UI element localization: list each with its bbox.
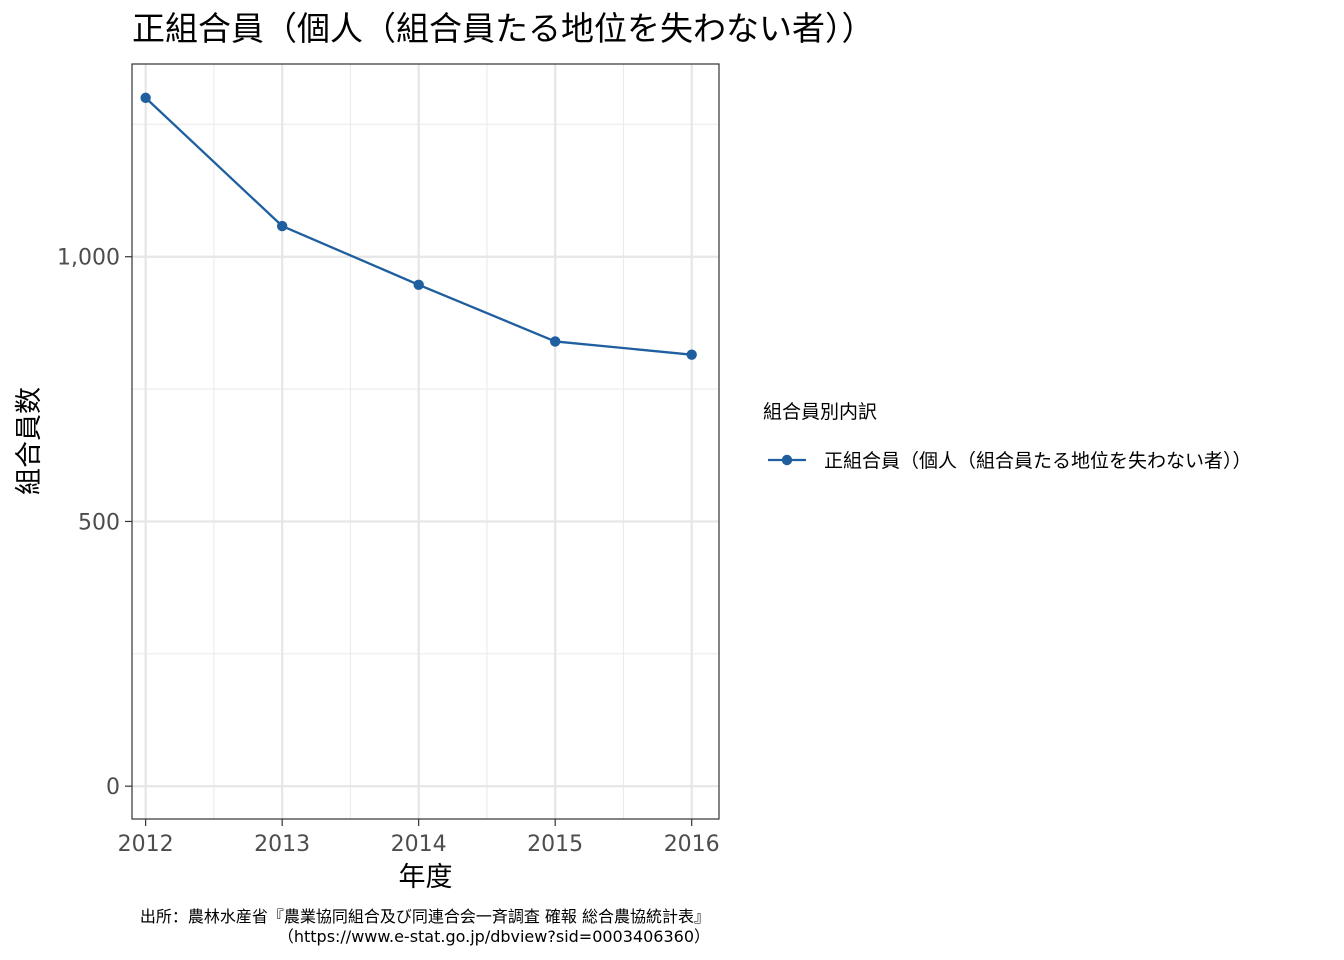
legend-label: 正組合員（個人（組合員たる地位を失わない者）） <box>824 450 1252 472</box>
x-tick-label: 2012 <box>118 832 174 857</box>
legend: 組合員別内訳 正組合員（個人（組合員たる地位を失わない者）） <box>763 401 1252 472</box>
x-tick-label: 2015 <box>527 832 583 857</box>
x-tick-label: 2014 <box>391 832 447 857</box>
legend-title: 組合員別内訳 <box>763 401 877 423</box>
caption-url: （https://www.e-stat.go.jp/dbview?sid=000… <box>278 927 710 946</box>
legend-key-point <box>781 454 793 466</box>
series-layer <box>140 92 697 360</box>
y-tick-label: 0 <box>106 775 120 800</box>
caption-source: 出所：農林水産省『農業協同組合及び同連合会一斉調査 確報 総合農協統計表』 <box>140 907 710 926</box>
data-point <box>276 220 288 232</box>
y-tick-label: 500 <box>78 510 120 535</box>
y-axis: 0 500 1,000 <box>57 246 132 800</box>
x-axis: 2012 2013 2014 2015 2016 <box>118 819 720 857</box>
data-point <box>549 336 561 347</box>
x-tick-label: 2016 <box>664 832 720 857</box>
data-point <box>686 349 697 360</box>
chart-title: 正組合員（個人（組合員たる地位を失わない者）） <box>132 9 875 48</box>
x-axis-title: 年度 <box>399 862 453 893</box>
y-tick-label: 1,000 <box>57 246 120 271</box>
plot-panel <box>132 64 719 819</box>
y-axis-title: 組合員数 <box>14 387 45 495</box>
x-tick-label: 2013 <box>254 832 310 857</box>
minor-gridlines <box>132 64 719 819</box>
data-point <box>413 279 424 290</box>
major-gridlines <box>132 64 719 819</box>
plot-border <box>131 63 720 820</box>
data-point <box>140 92 151 104</box>
